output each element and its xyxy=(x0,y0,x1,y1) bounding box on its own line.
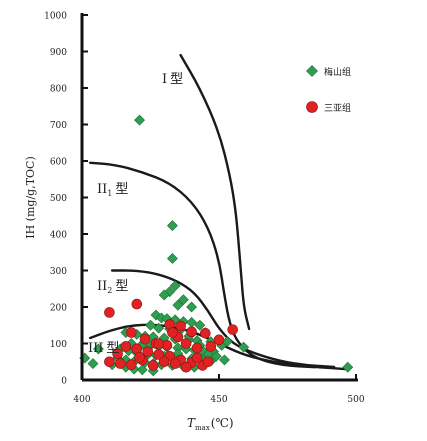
legend-label-2: 三亚组 xyxy=(324,102,351,114)
type-curve-1 xyxy=(179,53,251,331)
labels: I 型 II1 型 II2 型 III 型 xyxy=(88,72,183,356)
point-2-21 xyxy=(153,349,165,360)
type-label-2: II1 型 xyxy=(97,182,128,198)
point-2-30 xyxy=(147,360,159,371)
point-1-18 xyxy=(153,322,165,334)
point-1-2 xyxy=(166,220,178,232)
point-1-4 xyxy=(169,280,181,292)
x-tick-label-400: 400 xyxy=(73,395,90,405)
point-2-1 xyxy=(104,307,115,318)
point-2-33 xyxy=(180,361,192,373)
y-tick-label-100: 100 xyxy=(50,340,67,350)
point-2-9 xyxy=(139,333,151,345)
point-2-20 xyxy=(142,346,154,357)
axes: 0 100 200 300 400 500 600 700 800 900 1000 400 450 50… xyxy=(24,12,365,433)
point-1-16 xyxy=(194,319,206,331)
point-2-34 xyxy=(191,352,203,364)
point-2-38 xyxy=(167,327,178,338)
point-2-31 xyxy=(158,356,170,368)
y-tick-label-1000: 1000 xyxy=(44,12,67,22)
y-tick-label-600: 600 xyxy=(50,158,67,168)
point-2-17 xyxy=(112,348,123,360)
point-2-2 xyxy=(131,298,143,310)
legend-marker-2 xyxy=(306,101,318,113)
y-tick-label-0: 0 xyxy=(61,377,67,387)
point-2-13 xyxy=(180,338,192,349)
y-tick-label-500: 500 xyxy=(50,194,67,204)
point-1-70 xyxy=(93,343,104,355)
point-2-36 xyxy=(134,352,145,363)
point-1-17 xyxy=(145,319,156,331)
point-2-28 xyxy=(126,359,137,370)
x-axis-title: Tmax(℃) xyxy=(187,416,234,432)
point-1-72 xyxy=(342,361,354,373)
y-tick-label-700: 700 xyxy=(50,121,67,131)
point-2-18 xyxy=(120,341,132,352)
y-tick-label-800: 800 xyxy=(50,85,67,95)
y-tick-label-300: 300 xyxy=(50,267,67,277)
point-2-37 xyxy=(153,338,165,349)
point-2-7 xyxy=(227,324,238,335)
point-2-6 xyxy=(200,327,211,339)
point-1-69 xyxy=(87,358,99,369)
legend-marker-1 xyxy=(306,65,318,77)
type-curve-3 xyxy=(110,269,336,369)
point-1-43 xyxy=(238,341,250,353)
point-1-66 xyxy=(136,364,148,376)
point-1-6 xyxy=(158,289,170,301)
point-2-4 xyxy=(175,320,186,332)
data-points xyxy=(79,114,354,377)
point-2-16 xyxy=(213,334,225,346)
point-2-15 xyxy=(205,341,217,352)
y-tick-label-200: 200 xyxy=(50,304,67,314)
point-2-35 xyxy=(202,356,214,368)
y-tick-label-400: 400 xyxy=(50,231,67,241)
point-1-8 xyxy=(172,299,184,311)
type-curve-4 xyxy=(89,323,347,371)
point-1-77 xyxy=(210,350,222,362)
y-axis-title: IH (mg/g,TOC) xyxy=(24,156,37,239)
point-1-78 xyxy=(219,354,230,366)
type-label-4: III 型 xyxy=(88,341,119,356)
point-1-1 xyxy=(134,114,145,126)
type-label-3: II2 型 xyxy=(97,279,128,295)
point-2-8 xyxy=(126,327,137,338)
y-tick-label-900: 900 xyxy=(50,48,67,58)
point-2-26 xyxy=(104,356,115,368)
point-2-14 xyxy=(191,342,203,354)
point-2-27 xyxy=(115,358,126,369)
point-2-32 xyxy=(169,358,181,369)
point-2-5 xyxy=(186,326,197,338)
point-1-3 xyxy=(166,253,178,264)
type-curves xyxy=(89,53,347,371)
x-tick-label-500: 500 xyxy=(347,395,364,405)
x-tick-label-450: 450 xyxy=(210,395,227,405)
legend-label-1: 梅山组 xyxy=(324,66,351,78)
point-1-7 xyxy=(177,294,189,306)
point-1-9 xyxy=(186,301,198,313)
